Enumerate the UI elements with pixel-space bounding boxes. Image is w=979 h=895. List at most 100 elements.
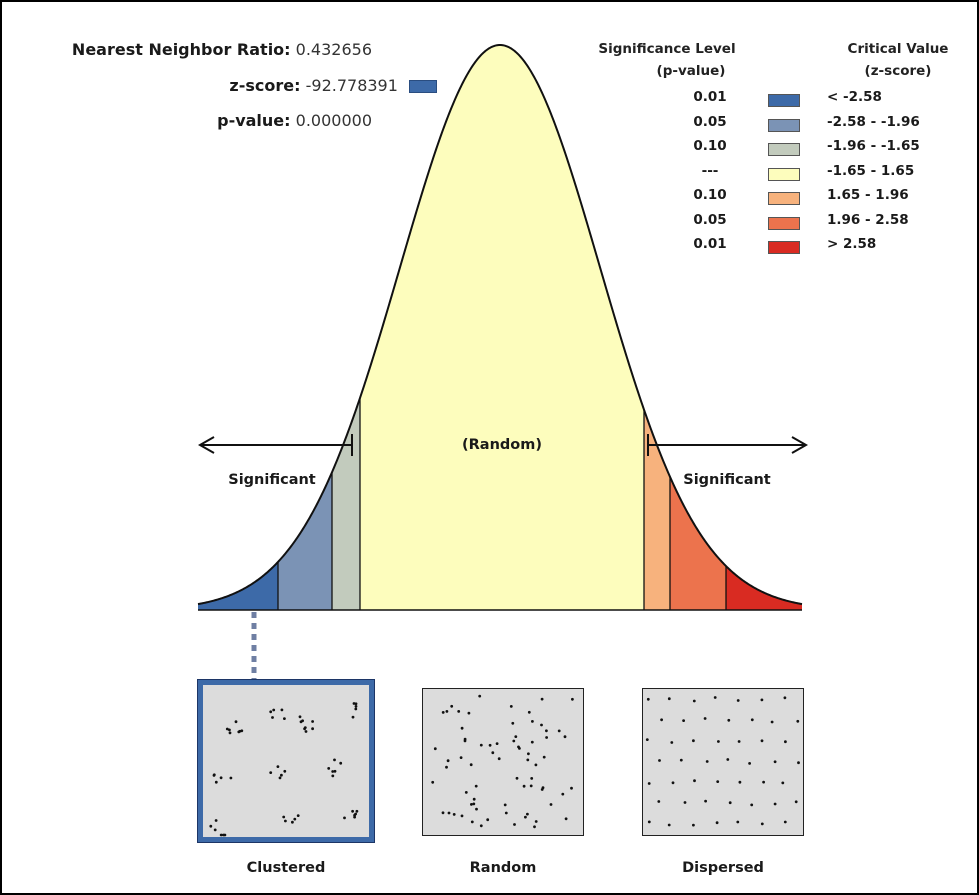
point	[570, 786, 573, 790]
point	[692, 739, 695, 743]
point	[447, 811, 451, 815]
significance-band	[726, 566, 802, 610]
point	[333, 758, 336, 762]
point	[214, 780, 218, 784]
significant-right-label: Significant	[683, 472, 771, 488]
point	[647, 820, 651, 824]
point-pattern-dispersed	[645, 696, 800, 827]
legend-p-value: 0.01	[693, 236, 727, 252]
curve-outline	[197, 43, 803, 606]
legend-p-value: 0.01	[693, 89, 727, 105]
point	[541, 786, 545, 790]
point	[511, 721, 515, 725]
point	[727, 718, 731, 722]
point	[469, 763, 473, 767]
z-score-value: -92.778391	[305, 76, 398, 95]
z-score-stat: z-score: -92.778391	[229, 76, 437, 95]
point	[272, 708, 276, 712]
legend-z-range: 1.65 - 1.96	[827, 187, 909, 203]
point	[794, 800, 798, 804]
point	[509, 705, 513, 708]
point	[291, 820, 294, 824]
point	[750, 803, 754, 807]
nnr-value: 0.432656	[295, 40, 372, 59]
point	[276, 765, 280, 768]
significance-band	[670, 476, 726, 610]
legend-color-swatch	[768, 192, 800, 205]
point	[353, 815, 356, 819]
p-value-stat: p-value: 0.000000	[217, 111, 372, 130]
point	[703, 717, 707, 720]
significance-band	[332, 397, 360, 610]
point	[522, 784, 526, 788]
point	[645, 738, 649, 741]
point	[515, 776, 519, 780]
point	[495, 742, 499, 745]
legend-row: 0.05 -2.58 - -1.96	[680, 114, 970, 136]
point	[670, 741, 674, 744]
point	[488, 743, 492, 747]
point	[234, 720, 238, 724]
point	[524, 815, 527, 819]
point	[557, 729, 561, 733]
point	[527, 752, 530, 756]
legend-color-swatch	[768, 94, 800, 107]
point	[354, 812, 357, 816]
pattern-panel-random	[422, 688, 584, 836]
legend-row: 0.05 1.96 - 2.58	[680, 212, 970, 234]
point	[529, 784, 533, 788]
point	[491, 751, 495, 755]
point	[760, 698, 764, 702]
point	[486, 818, 490, 822]
point	[533, 825, 536, 829]
point	[228, 728, 231, 732]
point	[431, 780, 435, 784]
point	[282, 815, 286, 819]
point	[474, 784, 478, 788]
point	[460, 814, 464, 818]
legend-z-range: -1.96 - -1.65	[827, 138, 920, 154]
point	[671, 781, 675, 785]
point	[526, 758, 530, 762]
legend-z-range: < -2.58	[827, 89, 882, 105]
nnr-label: Nearest Neighbor Ratio:	[71, 40, 291, 59]
legend-color-swatch	[768, 118, 800, 132]
point	[445, 765, 448, 769]
point	[283, 769, 287, 773]
point	[549, 803, 553, 806]
point	[705, 760, 709, 763]
point	[331, 770, 335, 773]
point	[797, 761, 800, 765]
point	[540, 723, 543, 727]
point	[646, 697, 650, 701]
random-center-label: (Random)	[462, 437, 542, 453]
legend-color-swatch	[768, 143, 800, 156]
point	[513, 823, 516, 826]
point	[561, 792, 565, 796]
point	[470, 803, 473, 806]
pattern-panel-clustered	[197, 679, 375, 843]
left-significance-arrow	[197, 434, 353, 456]
legend-z-range: > 2.58	[827, 236, 877, 252]
point	[682, 719, 685, 722]
point	[311, 727, 314, 731]
point	[518, 747, 521, 750]
point	[679, 758, 683, 762]
point	[713, 696, 717, 699]
point	[783, 696, 787, 700]
point	[545, 736, 548, 739]
point	[237, 730, 241, 734]
point	[228, 731, 232, 735]
significance-band	[644, 409, 670, 610]
point	[278, 776, 282, 780]
legend-p-value: 0.05	[693, 211, 727, 228]
point	[311, 720, 314, 723]
nnr-stat: Nearest Neighbor Ratio: 0.432656	[72, 40, 372, 59]
point	[479, 824, 483, 828]
point	[748, 762, 751, 765]
point	[472, 797, 476, 801]
point	[504, 811, 508, 815]
point	[472, 802, 476, 806]
legend-row: 0.01 < -2.58	[680, 89, 970, 111]
point	[219, 776, 223, 780]
